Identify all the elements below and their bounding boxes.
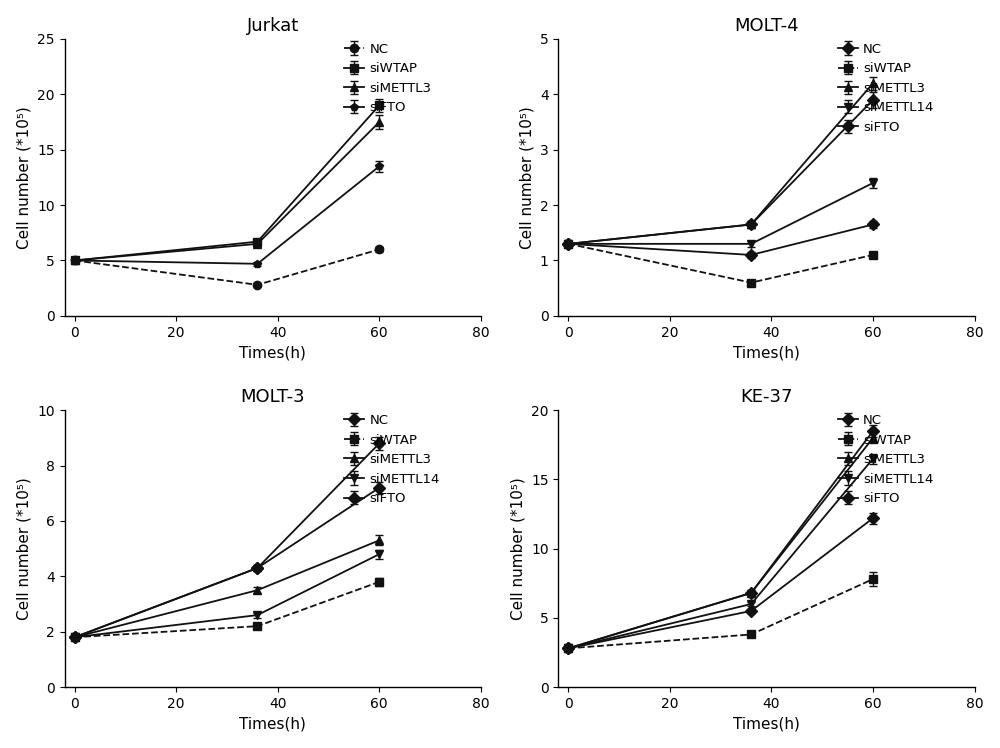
Legend: NC, siWTAP, siMETTL3, siFTO: NC, siWTAP, siMETTL3, siFTO <box>342 40 434 117</box>
Legend: NC, siWTAP, siMETTL3, siMETTL14, siFTO: NC, siWTAP, siMETTL3, siMETTL14, siFTO <box>342 411 442 508</box>
Title: MOLT-3: MOLT-3 <box>240 388 305 406</box>
Y-axis label: Cell number (*10⁵): Cell number (*10⁵) <box>510 477 525 620</box>
X-axis label: Times(h): Times(h) <box>239 717 306 732</box>
Legend: NC, siWTAP, siMETTL3, siMETTL14, siFTO: NC, siWTAP, siMETTL3, siMETTL14, siFTO <box>835 40 936 137</box>
Title: KE-37: KE-37 <box>740 388 793 406</box>
Y-axis label: Cell number (*10⁵): Cell number (*10⁵) <box>17 106 32 249</box>
Title: Jurkat: Jurkat <box>247 16 299 34</box>
Legend: NC, siWTAP, siMETTL3, siMETTL14, siFTO: NC, siWTAP, siMETTL3, siMETTL14, siFTO <box>835 411 936 508</box>
X-axis label: Times(h): Times(h) <box>733 717 800 732</box>
X-axis label: Times(h): Times(h) <box>733 345 800 360</box>
X-axis label: Times(h): Times(h) <box>239 345 306 360</box>
Y-axis label: Cell number (*10⁵): Cell number (*10⁵) <box>519 106 534 249</box>
Y-axis label: Cell number (*10⁵): Cell number (*10⁵) <box>17 477 32 620</box>
Title: MOLT-4: MOLT-4 <box>734 16 799 34</box>
